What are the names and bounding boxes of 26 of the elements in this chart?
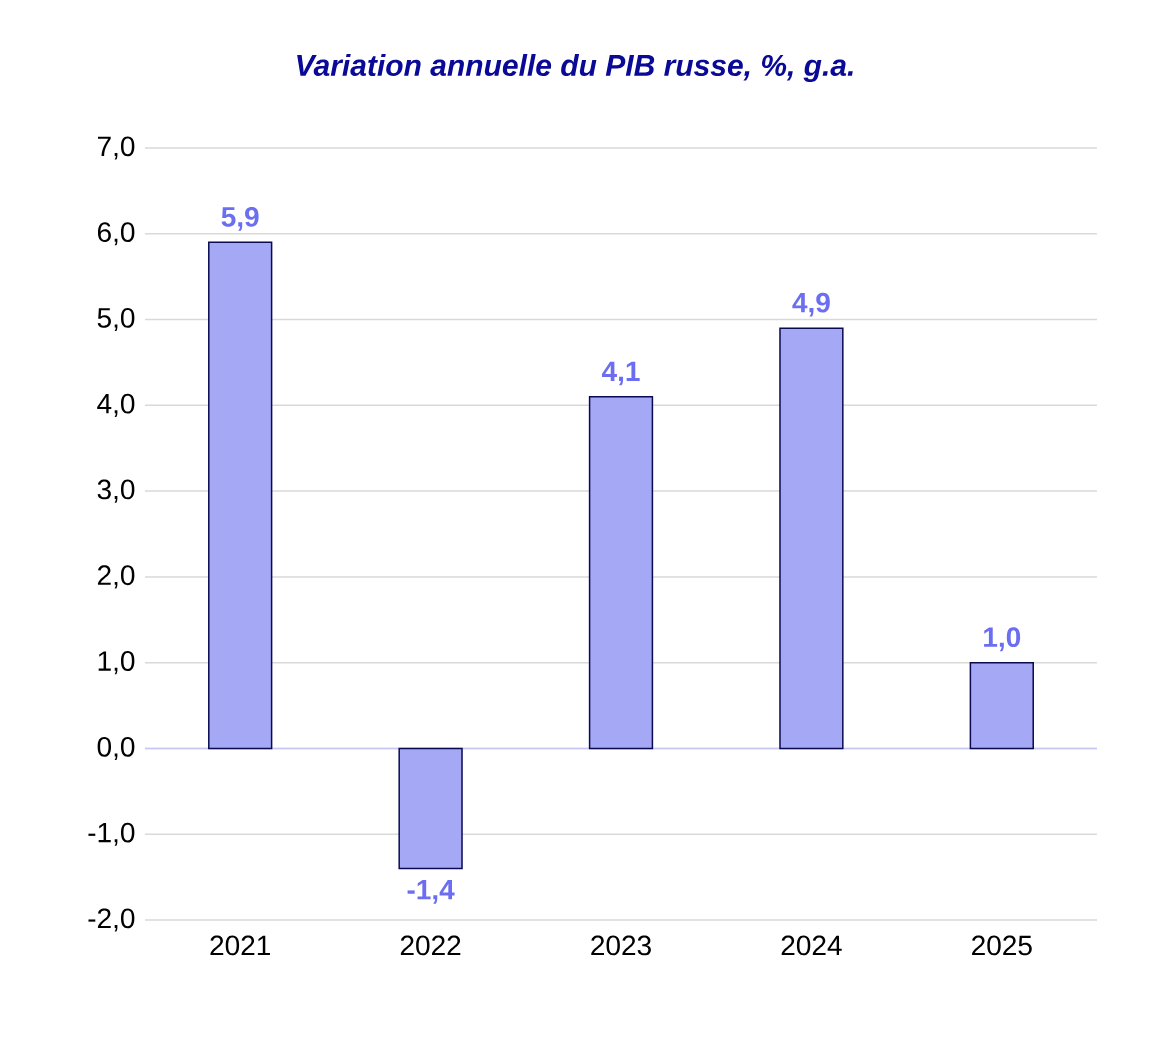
data-label: 4,1 [601, 361, 640, 386]
bar [588, 396, 654, 750]
data-label: 4,9 [792, 292, 830, 317]
chart-title: Variation annuelle du PIB russe, %, g.a. [297, 54, 853, 82]
y-tick-label: 7,0 [97, 136, 135, 160]
x-tick-label: 2023 [591, 935, 651, 956]
x-tick-label: 2025 [972, 935, 1032, 956]
y-tick-label: -1,0 [88, 822, 135, 846]
data-label: -1,4 [407, 880, 455, 904]
y-tick-label: 2,0 [97, 565, 135, 589]
bar [208, 241, 273, 750]
data-label: 5,9 [221, 206, 259, 231]
bar [779, 327, 844, 750]
y-tick-label: 0,0 [97, 736, 135, 760]
y-tick-label: 3,0 [97, 479, 135, 503]
y-tick-label: 4,0 [97, 393, 135, 417]
x-tick-label: 2024 [781, 935, 842, 956]
y-tick-label: 6,0 [97, 222, 135, 246]
x-tick-label: 2021 [210, 935, 270, 956]
y-tick-label: 1,0 [98, 651, 135, 675]
x-tick-label: 2022 [400, 935, 461, 956]
y-tick-label: 5,0 [97, 308, 135, 332]
data-label: 1,0 [984, 627, 1021, 652]
bar [398, 747, 463, 870]
y-tick-label: -2,0 [88, 908, 135, 932]
bar [969, 661, 1034, 750]
